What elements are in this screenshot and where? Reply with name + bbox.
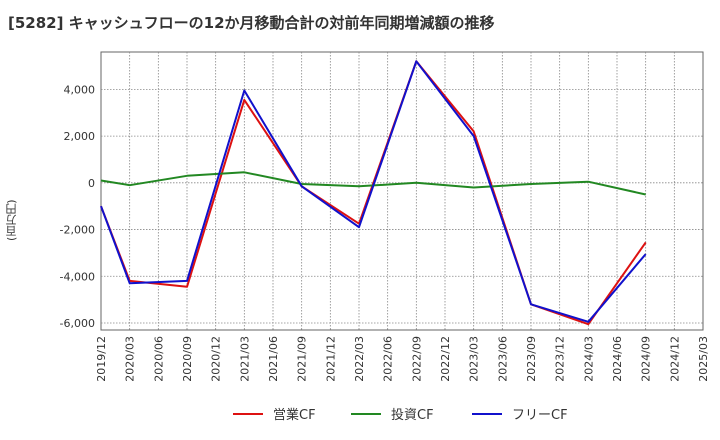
x-tick-label: 2024/06 [611, 336, 624, 382]
grid-layer [100, 51, 704, 331]
chart-title: [5282] キャッシュフローの12か月移動合計の対前年同期増減額の推移 [8, 14, 495, 32]
series-line-0 [100, 60, 647, 326]
x-tick-label: 2023/12 [554, 336, 567, 382]
x-tick-label: 2021/09 [296, 336, 309, 382]
x-tick-label: 2022/09 [410, 336, 423, 382]
legend-label-2: フリーCF [512, 408, 568, 423]
x-tick-label: 2021/06 [267, 336, 280, 382]
legend-label-1: 投資CF [391, 407, 434, 423]
series-line-1 [100, 171, 646, 196]
x-tick-label: 2024/03 [582, 336, 595, 382]
x-tick-label: 2023/06 [496, 336, 509, 382]
x-tick-label: 2024/09 [640, 336, 653, 382]
series-line-2 [100, 60, 647, 323]
x-tick-label: 2020/03 [124, 336, 137, 382]
x-tick-label: 2019/12 [95, 336, 108, 382]
y-tick-label: 0 [88, 177, 95, 190]
x-tick-label: 2024/12 [668, 336, 681, 382]
y-tick-label: 4,000 [64, 83, 96, 96]
x-tick-label: 2023/09 [525, 336, 538, 382]
x-tick-label: 2022/06 [382, 336, 395, 382]
plot-frame [100, 51, 704, 331]
series-layer [100, 60, 647, 326]
x-tick-label: 2020/09 [181, 336, 194, 382]
x-tick-label: 2020/06 [152, 336, 165, 382]
y-tick-label: -6,000 [60, 317, 95, 330]
legend-label-0: 営業CF [273, 407, 316, 423]
y-tick-label: -4,000 [60, 270, 95, 283]
y-tick-label: -2,000 [60, 224, 95, 237]
x-tick-label: 2021/03 [238, 336, 251, 382]
y-tick-label: 2,000 [64, 130, 96, 143]
x-tick-label: 2023/03 [468, 336, 481, 382]
legend-layer: 営業CF 投資CF フリーCF [233, 407, 568, 423]
x-tick-label: 2022/12 [439, 336, 452, 382]
x-tick-label: 2020/12 [210, 336, 223, 382]
x-tick-label: 2021/12 [324, 336, 337, 382]
x-tick-label: 2022/03 [353, 336, 366, 382]
x-tick-label: 2025/03 [697, 336, 710, 382]
